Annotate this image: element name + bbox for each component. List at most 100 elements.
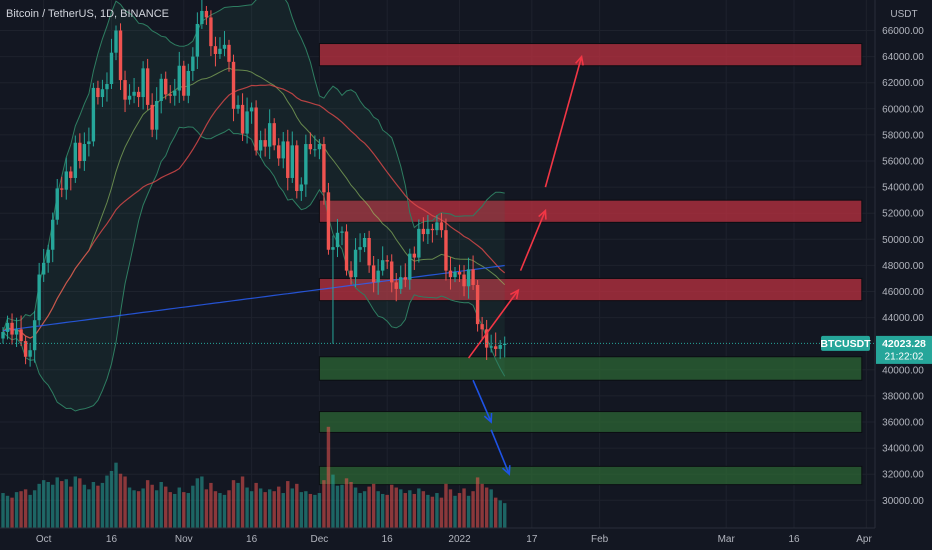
candle[interactable]	[236, 95, 240, 114]
candle[interactable]	[475, 280, 480, 332]
candle[interactable]	[258, 130, 263, 158]
candle[interactable]	[154, 87, 159, 140]
candle[interactable]	[390, 254, 394, 293]
candle[interactable]	[46, 244, 50, 273]
candle[interactable]	[503, 336, 507, 358]
candle[interactable]	[399, 265, 403, 294]
candle[interactable]	[78, 133, 82, 169]
candle[interactable]	[308, 132, 313, 155]
candle[interactable]	[28, 343, 32, 367]
candle[interactable]	[317, 139, 322, 160]
candle[interactable]	[444, 218, 448, 281]
candle[interactable]	[349, 261, 353, 285]
candle[interactable]	[204, 5, 209, 25]
candle[interactable]	[69, 166, 73, 191]
candle[interactable]	[263, 128, 267, 157]
candle[interactable]	[493, 332, 498, 357]
candle[interactable]	[417, 219, 421, 263]
candle[interactable]	[466, 257, 471, 299]
candle[interactable]	[245, 97, 249, 144]
candle[interactable]	[435, 215, 439, 236]
candle[interactable]	[286, 129, 290, 191]
candle[interactable]	[267, 109, 272, 160]
candle[interactable]	[227, 39, 231, 72]
candle[interactable]	[394, 272, 398, 302]
candle[interactable]	[186, 63, 191, 104]
candle[interactable]	[73, 135, 78, 183]
candle[interactable]	[272, 118, 276, 151]
candle[interactable]	[64, 157, 68, 200]
candle[interactable]	[304, 134, 308, 197]
candle[interactable]	[489, 334, 493, 353]
candle[interactable]	[91, 82, 96, 147]
candle[interactable]	[109, 38, 114, 89]
candle[interactable]	[82, 132, 87, 171]
candle[interactable]	[37, 262, 41, 326]
candle[interactable]	[209, 10, 213, 57]
candle[interactable]	[10, 313, 14, 345]
candle[interactable]	[51, 212, 55, 263]
candle[interactable]	[141, 61, 145, 110]
candle[interactable]	[41, 248, 46, 282]
candle[interactable]	[182, 60, 186, 101]
candle[interactable]	[326, 182, 331, 255]
candle[interactable]	[299, 177, 304, 201]
candle[interactable]	[218, 37, 222, 59]
candle[interactable]	[5, 315, 10, 340]
candle[interactable]	[484, 319, 489, 361]
candle[interactable]	[195, 12, 200, 69]
candle[interactable]	[118, 23, 123, 91]
candle[interactable]	[60, 176, 64, 198]
candle[interactable]	[159, 73, 163, 114]
candle[interactable]	[408, 248, 412, 290]
candle[interactable]	[421, 217, 426, 242]
candle[interactable]	[213, 36, 218, 67]
candle[interactable]	[249, 102, 254, 124]
candle[interactable]	[231, 54, 236, 122]
candle[interactable]	[127, 84, 132, 105]
candle[interactable]	[462, 265, 466, 297]
candle[interactable]	[105, 72, 109, 102]
candle[interactable]	[100, 79, 105, 107]
candle[interactable]	[1, 326, 5, 344]
candle[interactable]	[168, 85, 172, 104]
candle[interactable]	[439, 212, 444, 238]
candle[interactable]	[132, 78, 136, 104]
candle[interactable]	[96, 80, 100, 105]
candle[interactable]	[367, 230, 371, 273]
candle[interactable]	[150, 93, 154, 138]
candle[interactable]	[340, 226, 344, 246]
candle[interactable]	[87, 127, 91, 157]
candles-layer[interactable]	[1, 0, 507, 367]
candle[interactable]	[23, 336, 28, 365]
candle[interactable]	[55, 179, 59, 225]
candle[interactable]	[412, 246, 417, 270]
candle[interactable]	[331, 235, 335, 344]
candle[interactable]	[240, 93, 245, 142]
candle[interactable]	[430, 223, 435, 243]
candle[interactable]	[362, 233, 367, 253]
price-axis[interactable]	[875, 0, 932, 550]
candle[interactable]	[335, 218, 340, 258]
candle[interactable]	[471, 255, 475, 290]
candle[interactable]	[254, 100, 258, 156]
candle[interactable]	[281, 132, 285, 169]
candle[interactable]	[123, 70, 127, 113]
candle[interactable]	[371, 256, 376, 293]
candle[interactable]	[177, 51, 181, 103]
candle[interactable]	[295, 140, 299, 199]
candle[interactable]	[14, 317, 19, 347]
candle[interactable]	[290, 131, 294, 183]
candle[interactable]	[277, 138, 281, 166]
candle[interactable]	[448, 256, 453, 290]
candle[interactable]	[222, 31, 227, 57]
candle[interactable]	[191, 47, 195, 81]
time-axis[interactable]	[0, 528, 932, 550]
candle[interactable]	[498, 340, 502, 359]
candle[interactable]	[358, 233, 362, 263]
candle[interactable]	[313, 135, 317, 157]
candle[interactable]	[480, 316, 484, 340]
candle[interactable]	[114, 25, 118, 61]
candle[interactable]	[200, 0, 204, 29]
